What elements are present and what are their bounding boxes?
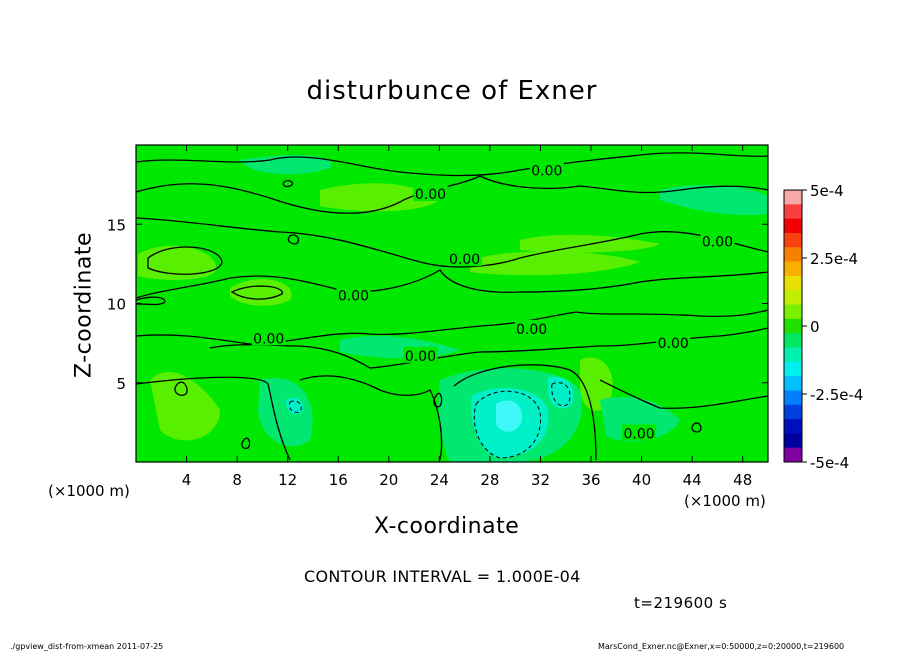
patch-positive — [320, 183, 440, 212]
contour-label-bg — [529, 161, 564, 178]
contour-label: 0.00 — [449, 252, 480, 268]
colorbar-swatch — [784, 347, 802, 363]
colorbar-swatch — [784, 390, 802, 406]
contour-lines — [136, 152, 768, 461]
contour-label: 0.00 — [516, 322, 547, 338]
x-unit-label-left: (×1000 m) — [48, 482, 130, 500]
colorbar-swatch — [784, 290, 802, 306]
colorbar-swatch — [784, 218, 802, 234]
patch-positive — [150, 371, 220, 441]
x-tick-label: 44 — [683, 471, 702, 489]
x-tick-label: 4 — [182, 471, 192, 489]
patch-negative — [660, 184, 768, 216]
patch-negative — [240, 154, 332, 175]
footer-left: ./gpview_dist-from-xmean 2011-07-25 — [10, 642, 164, 651]
colorbar-swatch — [784, 190, 802, 205]
x-tick-label: 36 — [581, 471, 600, 489]
contour-label-bg — [251, 329, 286, 346]
x-axis-label: X-coordinate — [374, 514, 520, 539]
y-tick-label: 10 — [107, 296, 126, 314]
colorbar-label: 5e-4 — [810, 182, 844, 200]
patch-positive — [230, 279, 292, 306]
contour-label-bg — [700, 232, 735, 249]
contour-label-bg — [336, 286, 371, 303]
contour-label: 0.00 — [531, 163, 562, 179]
colorbar-swatch — [784, 275, 802, 291]
y-tick-label: 5 — [116, 375, 126, 393]
colorbar-swatch — [784, 232, 802, 248]
x-tick-label: 48 — [733, 471, 752, 489]
colorbar-label: -2.5e-4 — [810, 386, 863, 404]
colorbar-swatch — [784, 304, 802, 320]
negative-contours — [289, 382, 571, 459]
colorbar-swatch — [784, 247, 802, 263]
contour-label-bg — [656, 334, 691, 351]
colorbar-swatch — [784, 333, 802, 348]
y-axis-ticks: 5 10 15 — [107, 216, 768, 393]
patch-strong — [496, 400, 523, 432]
patch-negative — [258, 378, 313, 447]
contour-label: 0.00 — [405, 349, 436, 365]
colorbar-swatch — [784, 361, 802, 377]
x-tick-label: 28 — [480, 471, 499, 489]
patch-positive — [470, 251, 640, 276]
y-tick-label: 15 — [107, 216, 126, 234]
time-label: t=219600 s — [634, 594, 728, 612]
contour-label: 0.00 — [623, 426, 654, 442]
shaded-field — [136, 145, 768, 462]
contour-label-bg — [413, 185, 448, 202]
colorbar-label: 2.5e-4 — [810, 250, 858, 268]
contour-label: 0.00 — [338, 289, 369, 305]
contour-label: 0.00 — [253, 331, 284, 347]
x-tick-label: 8 — [232, 471, 242, 489]
contour-interval-text: CONTOUR INTERVAL = 1.000E-04 — [304, 567, 581, 586]
x-tick-label: 40 — [632, 471, 651, 489]
colorbar-swatch — [784, 404, 802, 420]
colorbar-swatch — [784, 433, 802, 449]
colorbar-label: -5e-4 — [810, 454, 849, 472]
x-axis-ticks: 4 8 12 16 20 24 28 32 36 40 44 48 — [182, 145, 752, 489]
colorbar-label: 0 — [810, 318, 820, 336]
colorbar-swatch — [784, 419, 802, 434]
contour-label: 0.00 — [702, 235, 733, 251]
colorbar-swatch — [784, 318, 802, 334]
contour-label-bg — [622, 424, 657, 441]
footer-right: MarsCond_Exner.nc@Exner,x=0:50000,z=0:20… — [598, 642, 845, 651]
colorbar-swatch — [784, 204, 802, 220]
x-tick-label: 20 — [379, 471, 398, 489]
contour-label-bg — [514, 319, 549, 336]
x-tick-label: 16 — [329, 471, 348, 489]
x-tick-label: 32 — [531, 471, 550, 489]
contour-label: 0.00 — [658, 336, 689, 352]
colorbar-swatch — [784, 447, 802, 463]
y-axis-label: Z-coordinate — [71, 232, 97, 378]
contour-label-bg — [403, 346, 438, 363]
colorbar-swatch — [784, 261, 802, 277]
x-tick-label: 24 — [430, 471, 449, 489]
contour-labels: 0.00 0.00 0.00 0.00 0.00 0.00 0.00 0.00 0.00 0.00 — [251, 161, 735, 442]
chart-title: disturbunce of Exner — [306, 76, 598, 106]
colorbar: 5e-4 2.5e-4 0 -2.5e-4 -5e-4 — [783, 182, 863, 472]
contour-label-bg — [447, 250, 482, 267]
x-unit-label-right: (×1000 m) — [684, 492, 766, 510]
colorbar-swatch — [784, 376, 802, 391]
contour-label: 0.00 — [415, 187, 446, 203]
x-tick-label: 12 — [278, 471, 297, 489]
